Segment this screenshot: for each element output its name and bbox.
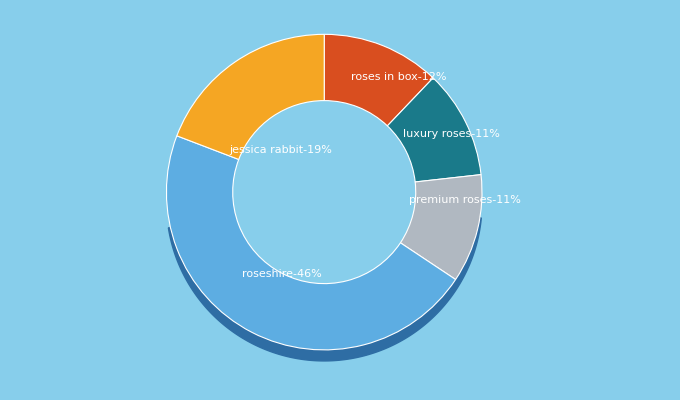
- Text: jessica rabbit-19%: jessica rabbit-19%: [230, 144, 333, 154]
- Text: premium roses-11%: premium roses-11%: [409, 195, 522, 205]
- Text: luxury roses-11%: luxury roses-11%: [403, 129, 500, 139]
- Text: roses in box-12%: roses in box-12%: [351, 72, 447, 82]
- Wedge shape: [388, 78, 481, 182]
- Wedge shape: [324, 34, 433, 126]
- Text: roseshire-46%: roseshire-46%: [242, 269, 322, 279]
- Polygon shape: [169, 212, 481, 361]
- Wedge shape: [177, 34, 324, 160]
- Wedge shape: [167, 136, 456, 350]
- Wedge shape: [401, 175, 482, 280]
